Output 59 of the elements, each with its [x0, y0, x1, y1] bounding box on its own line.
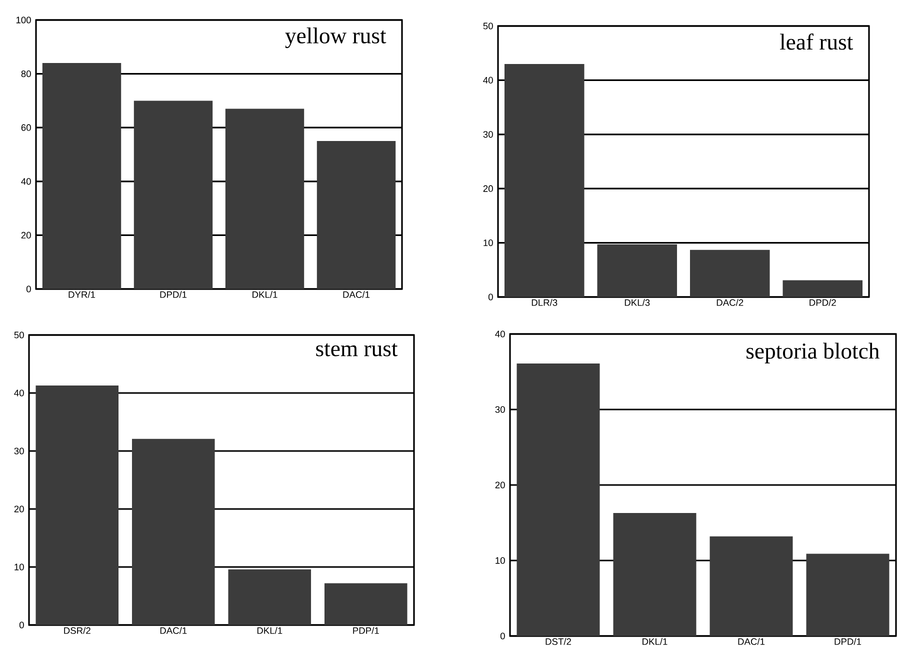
bar [132, 438, 215, 625]
bar [324, 583, 408, 625]
bar [782, 280, 863, 297]
y-tick-label: 20 [495, 482, 505, 488]
x-tick-label: DST/2 [546, 638, 572, 645]
x-tick-label: DSR/2 [64, 627, 90, 634]
y-tick-label: 0 [19, 622, 24, 628]
x-tick-label: DLR/3 [532, 299, 558, 306]
x-tick-label: DAC/2 [716, 299, 744, 306]
y-tick-label: 100 [16, 16, 31, 24]
x-tick-label: PDP/1 [353, 627, 379, 634]
bar [42, 63, 122, 289]
y-tick-label: 20 [483, 185, 493, 192]
bar [690, 250, 770, 297]
y-tick-label: 40 [483, 76, 493, 84]
bar [316, 141, 396, 289]
y-tick-label: 0 [500, 632, 505, 640]
bar [228, 569, 312, 625]
x-tick-label: DKL/3 [624, 299, 650, 306]
y-tick-label: 80 [21, 70, 31, 78]
bar [504, 64, 584, 297]
bar [597, 244, 678, 297]
y-tick-label: 40 [495, 330, 505, 338]
y-tick-label: 10 [496, 557, 505, 564]
bar [36, 385, 119, 625]
y-tick-label: 40 [21, 178, 31, 185]
y-tick-label: 0 [488, 294, 493, 300]
bar [516, 363, 600, 636]
x-tick-label: DKL/1 [257, 627, 282, 634]
y-tick-label: 10 [14, 564, 24, 570]
chart-title: septoria blotch [746, 342, 880, 364]
x-tick-label: DPD/1 [160, 291, 187, 298]
y-tick-label: 50 [483, 22, 493, 30]
x-tick-label: DAC/1 [343, 291, 370, 298]
x-tick-label: DPD/2 [810, 299, 836, 306]
x-tick-label: DKL/1 [642, 638, 668, 645]
x-tick-label: DAC/1 [738, 638, 765, 645]
x-tick-label: DPD/1 [834, 638, 862, 645]
y-tick-label: 20 [14, 506, 24, 512]
x-tick-label: DYR/1 [68, 291, 96, 298]
chart-title: yellow rust [285, 27, 386, 48]
bar [710, 536, 793, 636]
x-tick-label: DAC/1 [160, 627, 187, 634]
x-tick-label: DKL/1 [252, 291, 278, 298]
bar [806, 554, 890, 636]
chart-title: leaf rust [780, 34, 854, 50]
y-tick-label: 30 [495, 406, 505, 413]
chart-title: stem rust [316, 343, 398, 356]
y-tick-label: 30 [14, 448, 24, 454]
y-tick-label: 20 [21, 232, 31, 238]
y-tick-label: 40 [14, 390, 24, 396]
y-tick-label: 0 [26, 286, 31, 292]
y-tick-label: 60 [21, 124, 31, 131]
bar [134, 100, 213, 289]
y-tick-label: 10 [484, 240, 493, 246]
y-tick-label: 50 [14, 332, 24, 338]
bar [613, 512, 696, 636]
y-tick-label: 30 [483, 131, 493, 138]
bar [225, 108, 304, 289]
